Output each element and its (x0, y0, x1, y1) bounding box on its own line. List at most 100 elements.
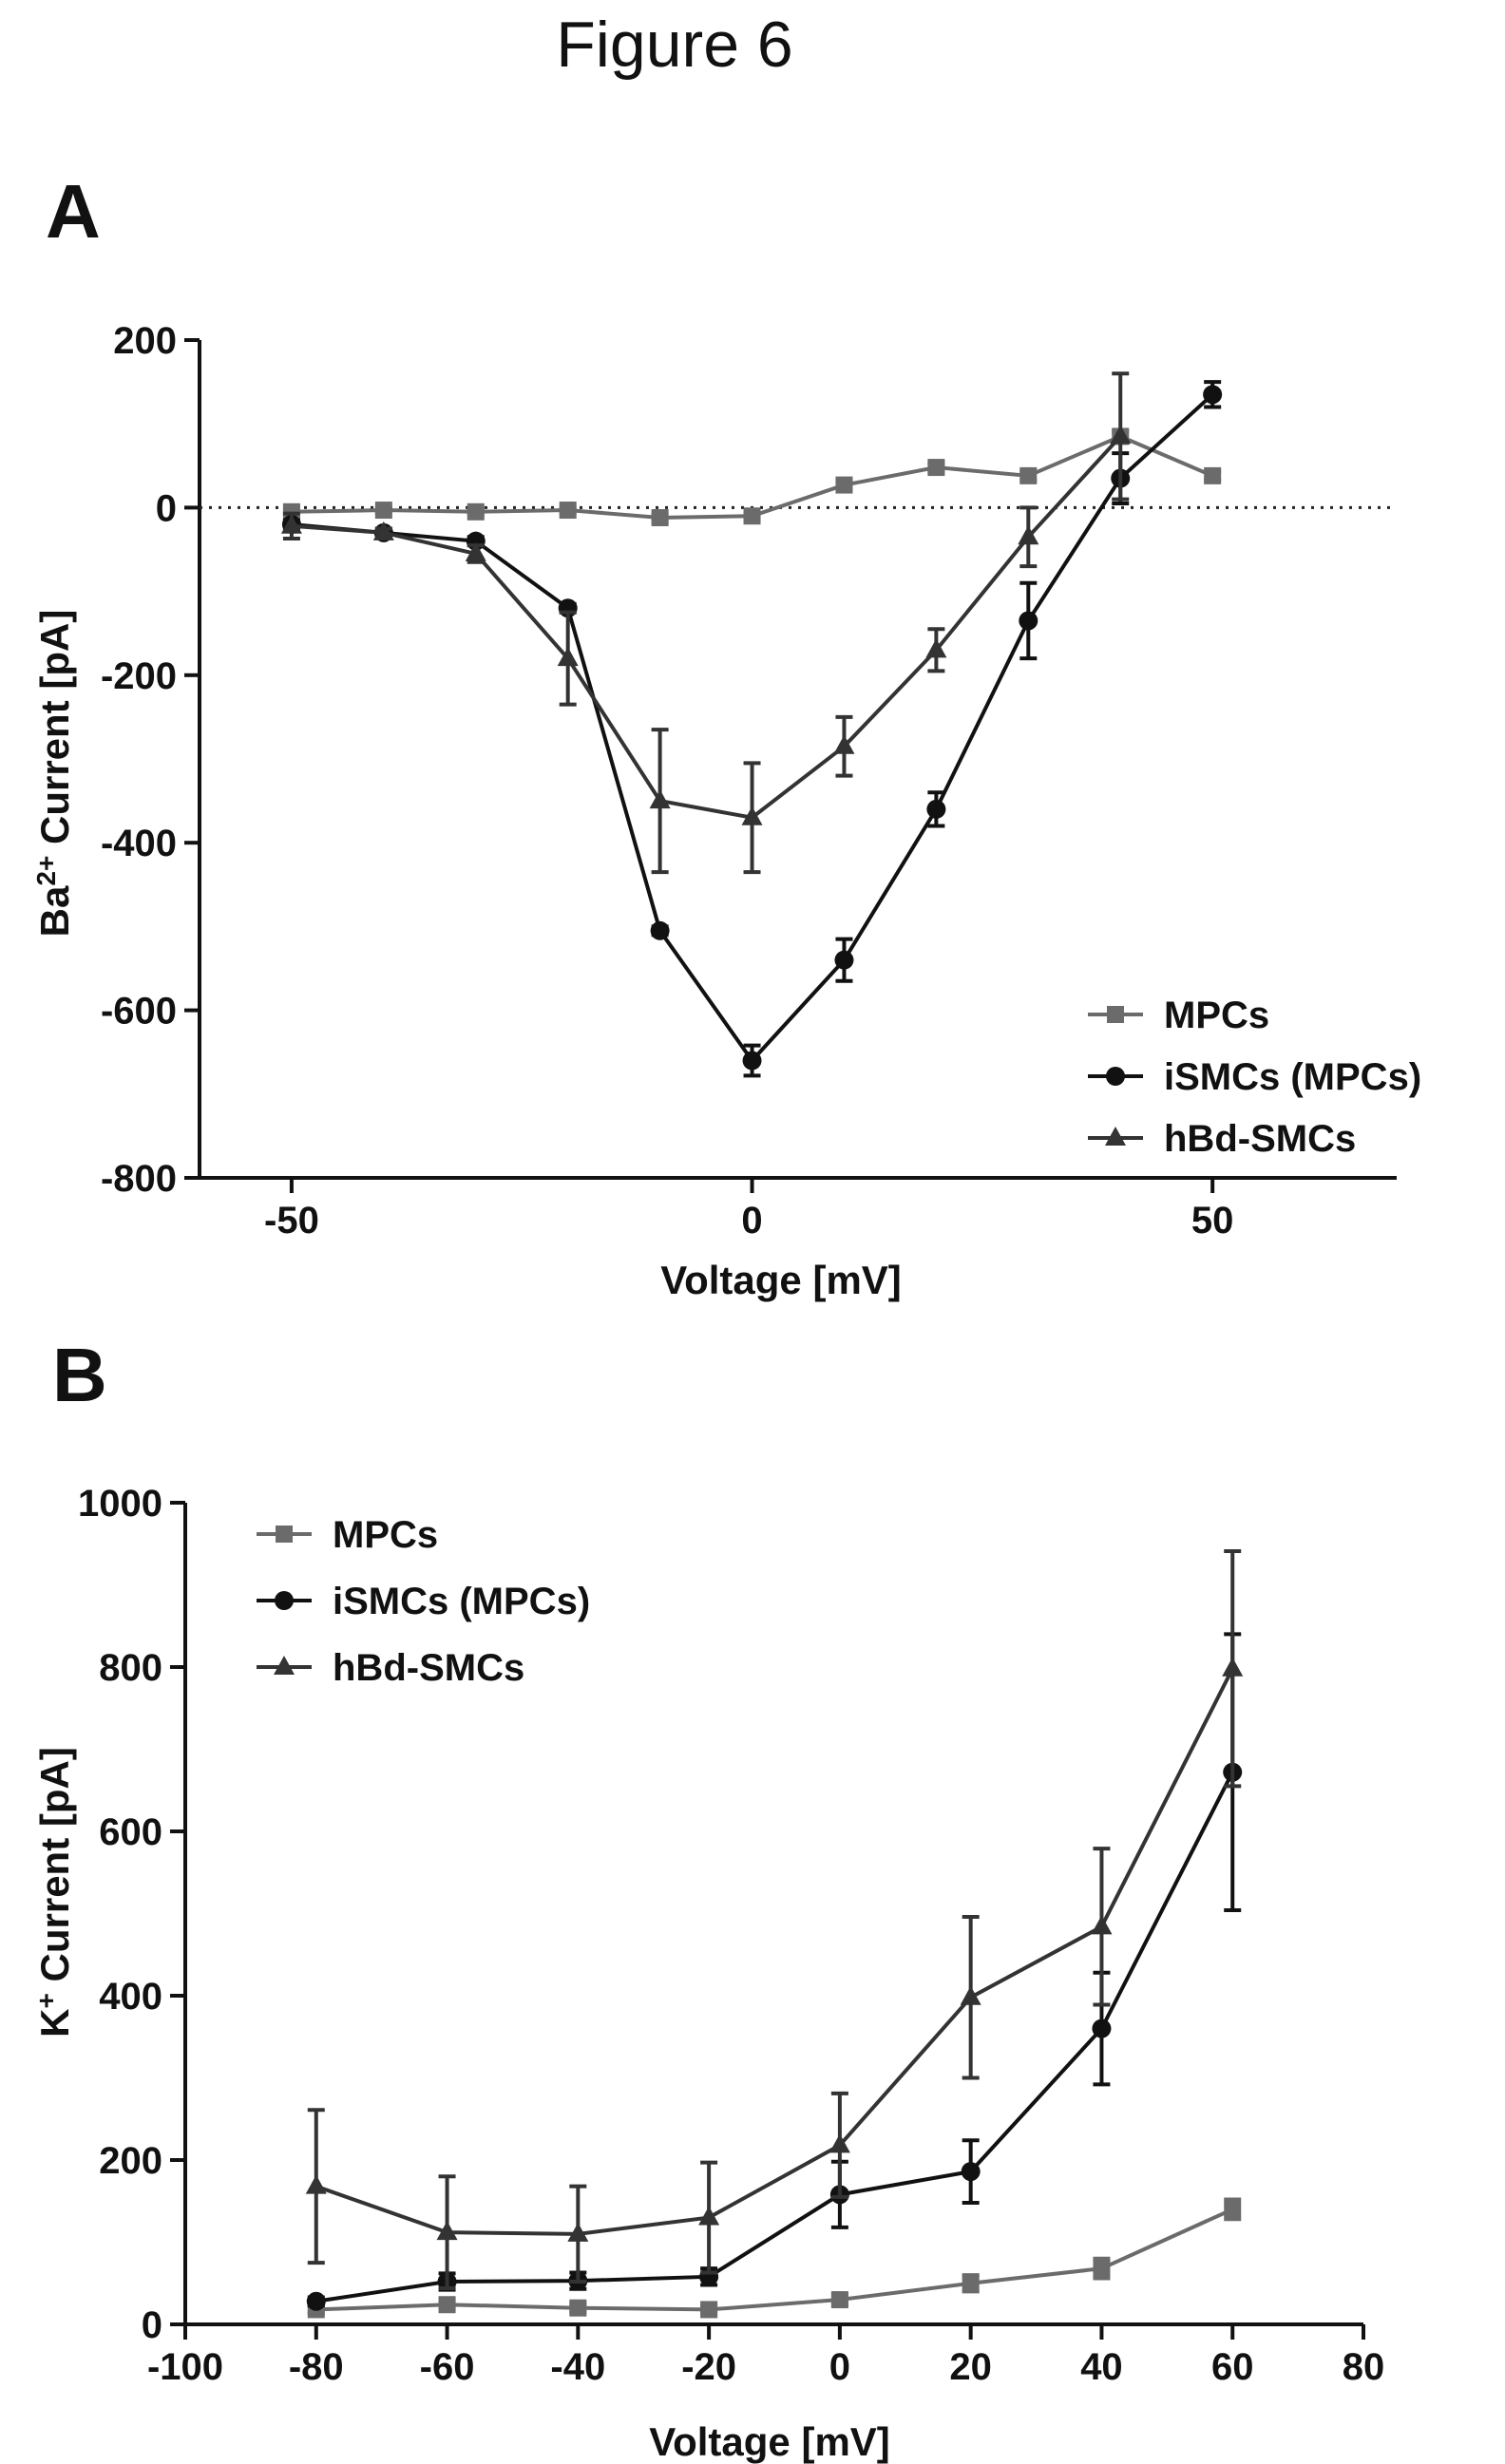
panel-a-y-tick-label: -600 (101, 991, 177, 1033)
panel-a-y-tick-label: -400 (101, 823, 177, 864)
panel-b-data-point (1091, 1915, 1113, 1935)
panel-a-data-point (650, 920, 670, 940)
panel-b-data-point (1093, 2260, 1111, 2278)
panel-a-series-3 (280, 371, 1132, 875)
panel-a-plot: 200 0 -200 -400 -600 -800 -50 0 50 (101, 320, 1397, 1241)
panel-a-data-point (741, 806, 763, 825)
panel-a-series-1 (282, 427, 1222, 526)
panel-b-data-point (569, 2299, 587, 2317)
panel-a-data-point (1019, 611, 1038, 631)
panel-b-data-point (962, 2274, 980, 2292)
panel-b-data-point (1092, 2019, 1112, 2038)
panel-b-x-tick-label: -80 (289, 2346, 344, 2388)
panel-a-data-point (465, 541, 486, 561)
panel-b-data-point (567, 2222, 589, 2242)
panel-b-data-point (1222, 1657, 1244, 1677)
panel-b-series-1 (307, 2197, 1242, 2319)
panel-b-y-title-charge: + (31, 1993, 61, 2008)
panel-a-y-title-charge: 2+ (31, 856, 61, 886)
panel-a-y-tick-label: -200 (101, 655, 177, 697)
panel-b-y-tick-label: 0 (142, 2304, 162, 2346)
panel-a-data-point (1018, 525, 1039, 545)
panel-a-legend-label: MPCs (1164, 995, 1269, 1036)
panel-a: A 200 0 -200 -400 -600 -800 -50 0 50 Voltage [mV… (31, 169, 1421, 1302)
panel-a-data-point (925, 638, 947, 658)
panel-b-x-tick-label: -100 (147, 2346, 223, 2388)
panel-a-data-point (1204, 466, 1222, 484)
panel-b-legend-marker (276, 1526, 293, 1543)
panel-b-x-tick-label: 40 (1080, 2346, 1123, 2388)
panel-a-data-point (835, 476, 853, 494)
panel-b-x-tick-label: 20 (949, 2346, 992, 2388)
panel-b-y-tick-label: 1000 (78, 1483, 162, 1525)
panel-a-data-point (651, 508, 669, 526)
panel-b-x-tick-label: -60 (420, 2346, 475, 2388)
panel-b-data-point (960, 1985, 981, 2005)
panel-b-y-axis-title: K+ Current [pA] (31, 1747, 77, 2038)
panel-a-x-tick-label: -50 (264, 1200, 319, 1241)
panel-a-legend: MPCs iSMCs (MPCs) hBd-SMCs (1088, 995, 1421, 1160)
panel-b-plot: 0 200 400 600 800 1000 -100 -80 -60 -40 -20 0 20 40 60… (78, 1483, 1384, 2388)
panel-a-data-point (280, 514, 302, 534)
panel-b-letter: B (52, 1333, 107, 1417)
panel-a-data-point (742, 1051, 762, 1071)
panel-a-y-tick-label: 0 (156, 487, 177, 529)
panel-a-data-point (1019, 466, 1038, 484)
panel-b-x-tick-label: -40 (550, 2346, 605, 2388)
panel-b-y-tick-label: 600 (99, 1811, 162, 1853)
panel-b-x-tick-label: 0 (829, 2346, 850, 2388)
panel-a-data-point (559, 502, 577, 520)
panel-b-x-tick-label: -20 (681, 2346, 736, 2388)
panel-b-legend: MPCs iSMCs (MPCs) hBd-SMCs (257, 1514, 590, 1689)
panel-a-legend-label: hBd-SMCs (1164, 1118, 1356, 1160)
panel-a-y-tick-label: 200 (113, 320, 177, 362)
panel-b-legend-label: MPCs (333, 1514, 438, 1556)
panel-a-series-2 (281, 380, 1223, 1078)
panel-b-y-title-ion: K (32, 2009, 77, 2038)
panel-a-y-title-rest: Current [pA] (32, 610, 77, 856)
panel-b: B 0 200 400 600 800 1000 -100 -80 -60 -40 -20 0 20 40… (31, 1333, 1384, 2464)
panel-b-y-title-rest: Current [pA] (32, 1747, 77, 1993)
panel-b-legend-label: iSMCs (MPCs) (333, 1581, 590, 1622)
panel-b-series-3 (305, 1549, 1244, 2290)
panel-a-data-point (926, 799, 946, 819)
panel-a-data-point (467, 502, 485, 521)
panel-a-letter: A (46, 169, 101, 254)
panel-b-data-point (306, 2291, 326, 2311)
panel-a-x-tick-label: 0 (741, 1200, 762, 1241)
panel-b-data-point (700, 2301, 718, 2319)
panel-b-series-line (315, 1771, 1235, 2303)
panel-a-y-axis-title: Ba2+ Current [pA] (31, 610, 77, 938)
panel-a-data-point (743, 507, 761, 525)
panel-a-legend-marker (1107, 1006, 1124, 1023)
panel-b-legend-marker (275, 1591, 294, 1610)
panel-b-series-line (315, 1667, 1235, 2236)
panel-a-x-axis-title: Voltage [mV] (660, 1258, 902, 1302)
panel-b-y-tick-label: 800 (99, 1647, 162, 1689)
panel-b-data-point (961, 2162, 981, 2182)
panel-a-y-title-ion: Ba (32, 885, 77, 937)
panel-b-legend-marker (274, 1656, 295, 1675)
panel-a-data-point (649, 789, 671, 809)
panel-b-data-point (830, 2291, 848, 2309)
panel-a-x-tick-label: 50 (1191, 1200, 1234, 1241)
panel-a-data-point (834, 950, 854, 970)
panel-b-data-point (698, 2206, 720, 2226)
panel-b-y-tick-label: 400 (99, 1976, 162, 2018)
panel-b-legend-label: hBd-SMCs (333, 1647, 524, 1689)
panel-a-series-line (291, 435, 1122, 820)
panel-a-series-line (291, 434, 1213, 520)
panel-b-data-point (436, 2221, 458, 2241)
panel-a-data-point (374, 502, 392, 520)
panel-a-legend-marker (1105, 1127, 1126, 1146)
panel-a-data-point (833, 734, 855, 754)
panel-b-x-tick-label: 60 (1211, 2346, 1254, 2388)
panel-b-data-point (1224, 2200, 1242, 2218)
panel-b-data-point (305, 2174, 327, 2194)
panel-b-x-axis-title: Voltage [mV] (649, 2419, 890, 2464)
panel-a-data-point (1203, 385, 1223, 405)
panel-a-series-line (291, 392, 1214, 1064)
figure-title: Figure 6 (556, 9, 792, 81)
panel-a-data-point (927, 459, 945, 477)
